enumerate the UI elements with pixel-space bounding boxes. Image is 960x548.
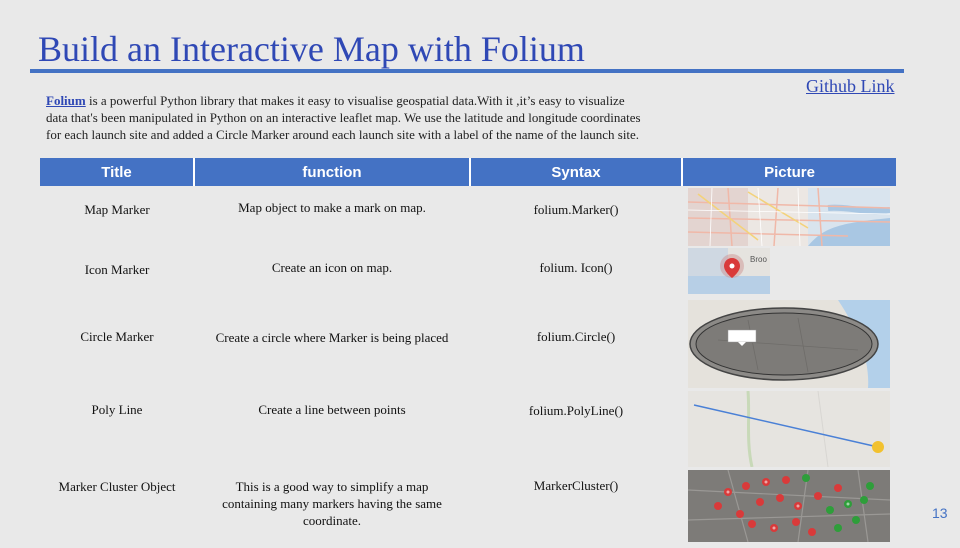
github-link[interactable]: Github Link [806, 76, 895, 96]
intro-paragraph: Folium is a powerful Python library that… [46, 92, 646, 143]
row-function: Create a circle where Marker is being pl… [215, 330, 449, 345]
intro-text: is a powerful Python library that makes … [46, 93, 641, 142]
header-title: Title [40, 158, 195, 186]
folium-link[interactable]: Folium [46, 93, 86, 108]
row-title: Icon Marker [84, 262, 150, 277]
header-picture: Picture [682, 158, 896, 186]
table-row: Marker Cluster Object This is a good way… [40, 470, 896, 548]
title-underline [30, 69, 904, 73]
marker-cluster-picture [688, 470, 890, 542]
header-function: function [194, 158, 471, 186]
map-marker-picture [688, 188, 890, 246]
row-syntax: folium. Icon() [539, 260, 613, 275]
header-syntax: Syntax [470, 158, 683, 186]
icon-marker-picture: Broo [688, 248, 770, 294]
page-number: 13 [932, 505, 948, 521]
row-syntax: folium.PolyLine() [528, 403, 624, 418]
circle-marker-picture [688, 300, 890, 388]
row-syntax: folium.Circle() [536, 329, 616, 344]
row-title: Circle Marker [80, 329, 154, 344]
row-function: Map object to make a mark on map. [238, 200, 426, 215]
row-title: Poly Line [91, 402, 143, 417]
row-syntax: folium.Marker() [533, 202, 619, 217]
table-row: Circle Marker Create a circle where Mark… [40, 298, 896, 390]
row-function: Create an icon on map. [271, 260, 393, 275]
row-function: Create a line between points [258, 402, 406, 417]
slide-title: Build an Interactive Map with Folium [38, 29, 585, 69]
polyline-picture [688, 391, 890, 467]
row-title: Marker Cluster Object [58, 479, 176, 494]
table-row: Poly Line Create a line between points f… [40, 390, 896, 470]
table-row: Icon Marker Create an icon on map. foliu… [40, 246, 896, 298]
row-syntax: MarkerCluster() [533, 478, 619, 493]
table-header-row: Title function Syntax Picture [40, 158, 896, 186]
row-function: This is a good way to simplify a map con… [222, 479, 442, 528]
row-title: Map Marker [84, 202, 150, 217]
folium-features-table: Title function Syntax Picture Map Marker… [40, 158, 896, 548]
table-row: Map Marker Map object to make a mark on … [40, 186, 896, 246]
map-label-text: Broo [750, 255, 767, 264]
